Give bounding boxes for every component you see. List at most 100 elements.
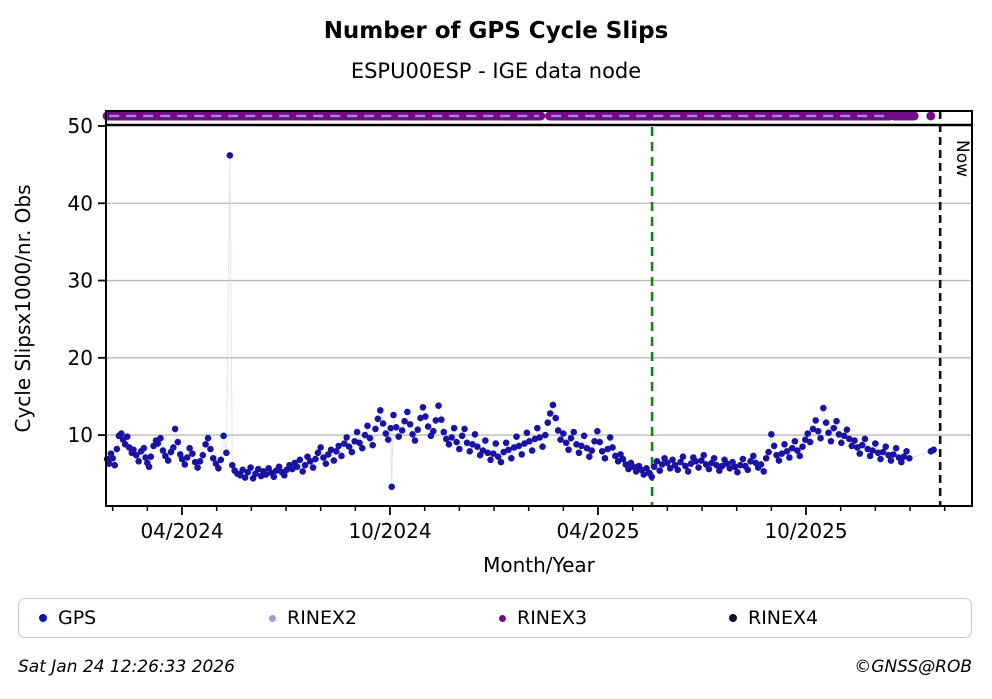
gps-point	[338, 452, 345, 460]
y-tick-label: 50	[68, 114, 93, 138]
gps-point	[513, 433, 520, 440]
gps-point	[487, 456, 494, 464]
x-axis-label: Month/Year	[483, 553, 596, 577]
gps-point	[111, 461, 119, 469]
chart-subtitle: ESPU00ESP - IGE data node	[350, 59, 642, 83]
gps-point	[424, 423, 432, 430]
x-tick-label: 04/2025	[556, 519, 639, 543]
gps-point	[575, 449, 583, 457]
now-label: Now	[952, 140, 972, 177]
gps-point	[109, 454, 116, 462]
gps-point	[781, 441, 788, 448]
gps-point	[293, 463, 301, 471]
gps-point	[142, 454, 149, 461]
gps-point	[453, 438, 460, 446]
gps-point	[734, 468, 741, 476]
rinex3-point	[926, 111, 936, 121]
gps-point	[335, 442, 342, 450]
gps-point	[609, 444, 616, 451]
gps-point	[747, 458, 754, 465]
gps-point	[903, 448, 910, 455]
gps-point	[174, 438, 182, 446]
gps-point	[435, 402, 442, 410]
gps-point	[578, 442, 585, 450]
x-tick-label: 04/2024	[140, 519, 223, 543]
gps-point	[601, 454, 609, 462]
gps-point	[658, 461, 666, 468]
gps-point	[692, 458, 700, 465]
gps-point	[594, 427, 601, 435]
gps-point	[448, 434, 456, 441]
gps-point	[217, 456, 225, 464]
gps-point	[204, 434, 212, 442]
gps-point	[466, 448, 474, 455]
gps-point	[539, 443, 546, 450]
gps-point	[388, 483, 396, 491]
gps-point	[879, 448, 887, 456]
gps-point	[438, 416, 445, 423]
gps-point	[330, 457, 338, 464]
gps-point	[223, 449, 230, 457]
gps-point	[194, 464, 201, 471]
gps-point	[580, 432, 588, 440]
gps-point	[209, 454, 217, 462]
gps-point	[750, 452, 757, 460]
gps-point	[494, 453, 502, 461]
gps-point	[379, 420, 387, 427]
gps-point	[666, 465, 674, 472]
gps-point	[674, 466, 682, 474]
gps-point	[892, 444, 900, 452]
gps-point	[838, 439, 845, 447]
gps-point	[664, 459, 671, 467]
gps-point	[345, 443, 353, 450]
rinex3-dot-icon	[499, 614, 506, 622]
gps-point	[820, 404, 827, 412]
gps-point	[270, 473, 278, 481]
gps-point	[508, 454, 515, 462]
gps-point	[606, 434, 614, 441]
gps-point	[612, 452, 619, 460]
gps-point	[183, 454, 191, 461]
gps-point	[872, 440, 879, 447]
gps-point	[770, 442, 778, 450]
gps-point	[199, 451, 207, 459]
gps-point	[320, 454, 327, 461]
gps-point	[157, 434, 164, 442]
gps-point	[445, 441, 453, 448]
gps-point	[542, 431, 549, 439]
gps-point	[171, 425, 179, 433]
gps-point	[147, 453, 155, 461]
gps-point	[215, 465, 222, 472]
gps-point	[726, 465, 734, 472]
gps-point	[280, 471, 288, 479]
gps-point	[228, 461, 236, 469]
gps-point	[361, 431, 369, 439]
gps-point	[827, 437, 835, 445]
y-axis-label: Cycle Slipsx1000/nr. Obs	[11, 184, 35, 432]
gps-point	[804, 430, 812, 437]
gps-point	[679, 453, 687, 461]
gps-point	[159, 447, 167, 454]
gps-point	[898, 458, 905, 466]
gps-point	[309, 464, 317, 471]
legend: GPS RINEX2 RINEX3 RINEX4	[18, 598, 972, 638]
gps-point	[562, 439, 570, 447]
gps-point	[432, 417, 440, 424]
gps-point	[762, 454, 770, 462]
gps-point	[843, 426, 851, 433]
gps-point	[778, 450, 786, 457]
legend-label-gps: GPS	[58, 607, 97, 629]
gps-point	[796, 452, 804, 460]
gps-point	[825, 429, 832, 437]
gps-point	[239, 466, 246, 474]
gps-point	[296, 456, 304, 464]
gps-point	[135, 458, 142, 465]
gps-point	[518, 451, 526, 458]
gps-point	[565, 446, 572, 454]
gps-point	[515, 442, 523, 450]
gps-point	[474, 443, 481, 450]
plot-frame	[105, 110, 973, 507]
gps-point	[118, 430, 125, 437]
gps-point	[322, 460, 330, 467]
gps-point	[760, 468, 768, 475]
